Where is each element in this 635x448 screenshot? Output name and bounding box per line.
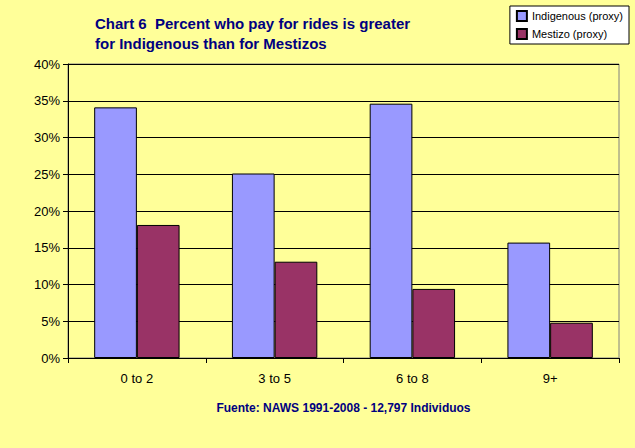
- svg-text:6 to 8: 6 to 8: [396, 371, 429, 386]
- svg-text:35%: 35%: [34, 93, 60, 108]
- svg-text:Mestizo (proxy): Mestizo (proxy): [532, 28, 607, 40]
- svg-text:5%: 5%: [41, 314, 60, 329]
- svg-text:10%: 10%: [34, 277, 60, 292]
- svg-text:Fuente: NAWS 1991-2008 - 12,79: Fuente: NAWS 1991-2008 - 12,797 Individu…: [216, 401, 470, 415]
- svg-text:Indigenous (proxy): Indigenous (proxy): [532, 10, 623, 22]
- svg-text:20%: 20%: [34, 204, 60, 219]
- svg-text:3 to 5: 3 to 5: [258, 371, 291, 386]
- svg-text:0%: 0%: [41, 351, 60, 366]
- svg-text:0 to 2: 0 to 2: [121, 371, 154, 386]
- svg-text:40%: 40%: [34, 57, 60, 72]
- svg-text:15%: 15%: [34, 240, 60, 255]
- svg-text:25%: 25%: [34, 167, 60, 182]
- svg-text:9+: 9+: [543, 371, 558, 386]
- svg-text:Chart 6 Percent who pay for r: Chart 6 Percent who pay for rides is gre…: [95, 15, 410, 32]
- svg-text:30%: 30%: [34, 130, 60, 145]
- svg-text:for Indigenous than for Mestiz: for Indigenous than for Mestizos: [95, 35, 327, 52]
